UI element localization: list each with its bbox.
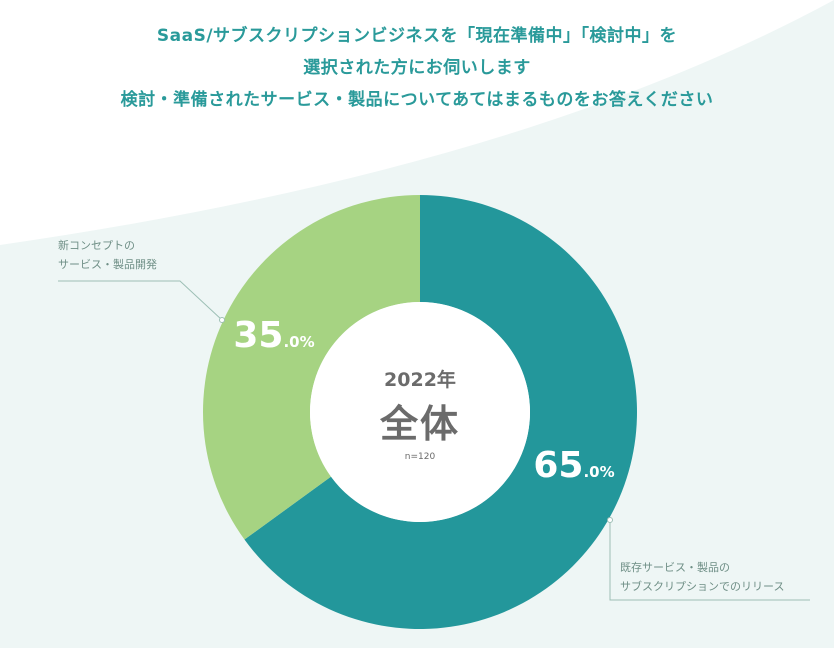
slice-value-suffix: .0% [583, 463, 614, 481]
slice-value-new-concept: 35.0% [233, 315, 314, 356]
leader-line-dot [219, 317, 225, 323]
title-line-3: 検討・準備されたサービス・製品についてあてはまるものをお答えください [120, 90, 714, 110]
donut-center-hole [310, 302, 530, 522]
slice-label-new-concept: 新コンセプトの サービス・製品開発 [58, 236, 157, 274]
leader-line-new-concept [58, 280, 223, 321]
sample-size: n=120 [404, 452, 436, 462]
donut-slice-existing [244, 195, 638, 629]
title-line-1: SaaS/サブスクリプションビジネスを「現在準備中」「検討中」を [156, 26, 678, 46]
leader-line-existing [609, 520, 810, 601]
leader-line-dot [607, 517, 613, 523]
slice-value-existing: 65.0% [533, 445, 614, 486]
donut-slice-new-concept [203, 195, 420, 540]
chart-title: SaaS/サブスクリプションビジネスを「現在準備中」「検討中」を 選択された方に… [0, 20, 834, 116]
slice-label-existing: 既存サービス・製品の サブスクリプションでのリリース [620, 558, 784, 596]
center-year: 2022年 [384, 369, 456, 391]
slice-value-main: 65 [533, 445, 583, 486]
slice-label-existing-line-2: サブスクリプションでのリリース [620, 580, 785, 593]
slice-value-main: 35 [233, 315, 283, 356]
slice-label-new-concept-line-1: 新コンセプトの [58, 239, 135, 252]
slice-label-existing-line-1: 既存サービス・製品の [620, 561, 730, 574]
title-line-2: 選択された方にお伺いします [303, 58, 531, 78]
center-label: 全体 [379, 402, 460, 446]
slice-value-suffix: .0% [283, 333, 314, 351]
slice-label-new-concept-line-2: サービス・製品開発 [58, 258, 157, 271]
